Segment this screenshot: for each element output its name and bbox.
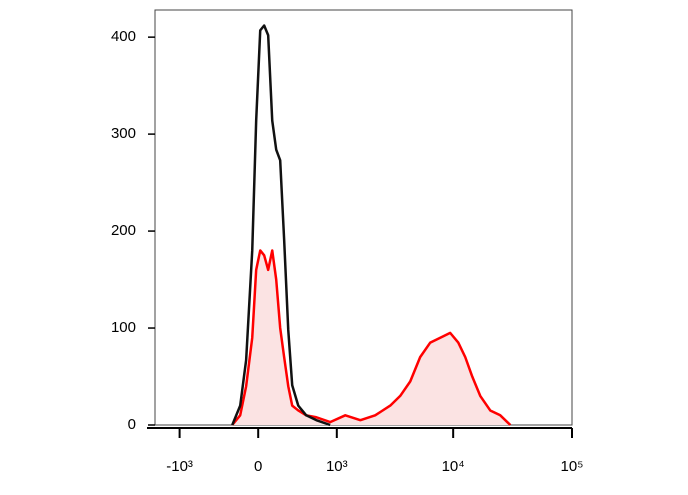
x-tick-label: 0 <box>254 458 262 475</box>
y-tick-label: 400 <box>111 28 136 45</box>
plot-frame <box>154 9 573 426</box>
y-tick-label: 100 <box>111 319 136 336</box>
x-tick-label: 10⁵ <box>561 458 584 475</box>
y-tick-label: 200 <box>111 222 136 239</box>
x-tick-label: -10³ <box>166 458 193 475</box>
y-tick-label: 300 <box>111 125 136 142</box>
series-area <box>232 250 511 425</box>
series-line <box>231 249 512 426</box>
series-line <box>231 24 331 427</box>
x-tick-label: 10³ <box>326 458 348 475</box>
x-tick-label: 10⁴ <box>442 458 465 475</box>
y-tick-label: 0 <box>128 416 136 433</box>
